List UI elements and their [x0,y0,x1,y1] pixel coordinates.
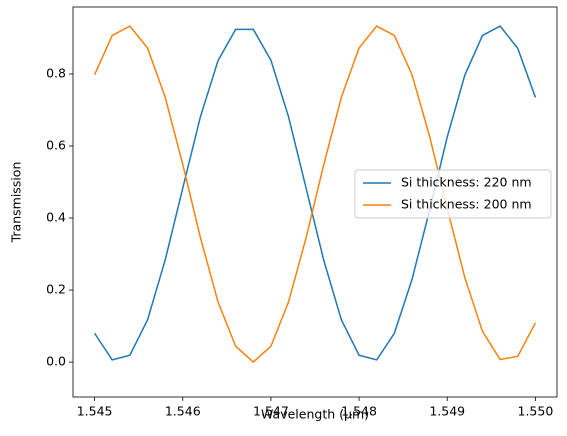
x-tick-label: 1.550 [518,404,554,419]
legend-label: Si thickness: 200 nm [401,197,532,212]
legend-label: Si thickness: 220 nm [401,175,532,190]
legend-box [354,169,552,219]
x-tick-label: 1.545 [77,404,113,419]
y-tick-label: 0.6 [46,138,66,153]
series-line [93,25,537,364]
x-tick-label: 1.549 [429,404,465,419]
y-tick-label: 0.2 [46,282,66,297]
y-tick-label: 0.0 [46,354,66,369]
legend: Si thickness: 220 nm Si thickness: 200 nm [354,169,552,219]
x-axis-label: Wavelength (µm) [261,407,369,422]
x-tick-label: 1.546 [165,404,201,419]
x-tick-label: 1.548 [341,404,377,419]
x-tick-label: 1.547 [253,404,289,419]
y-axis-label: Transmission [9,162,24,244]
y-tick-label: 0.4 [46,210,66,225]
axes-frame [72,6,558,398]
y-tick-label: 0.8 [46,65,66,80]
series-line [93,25,537,361]
